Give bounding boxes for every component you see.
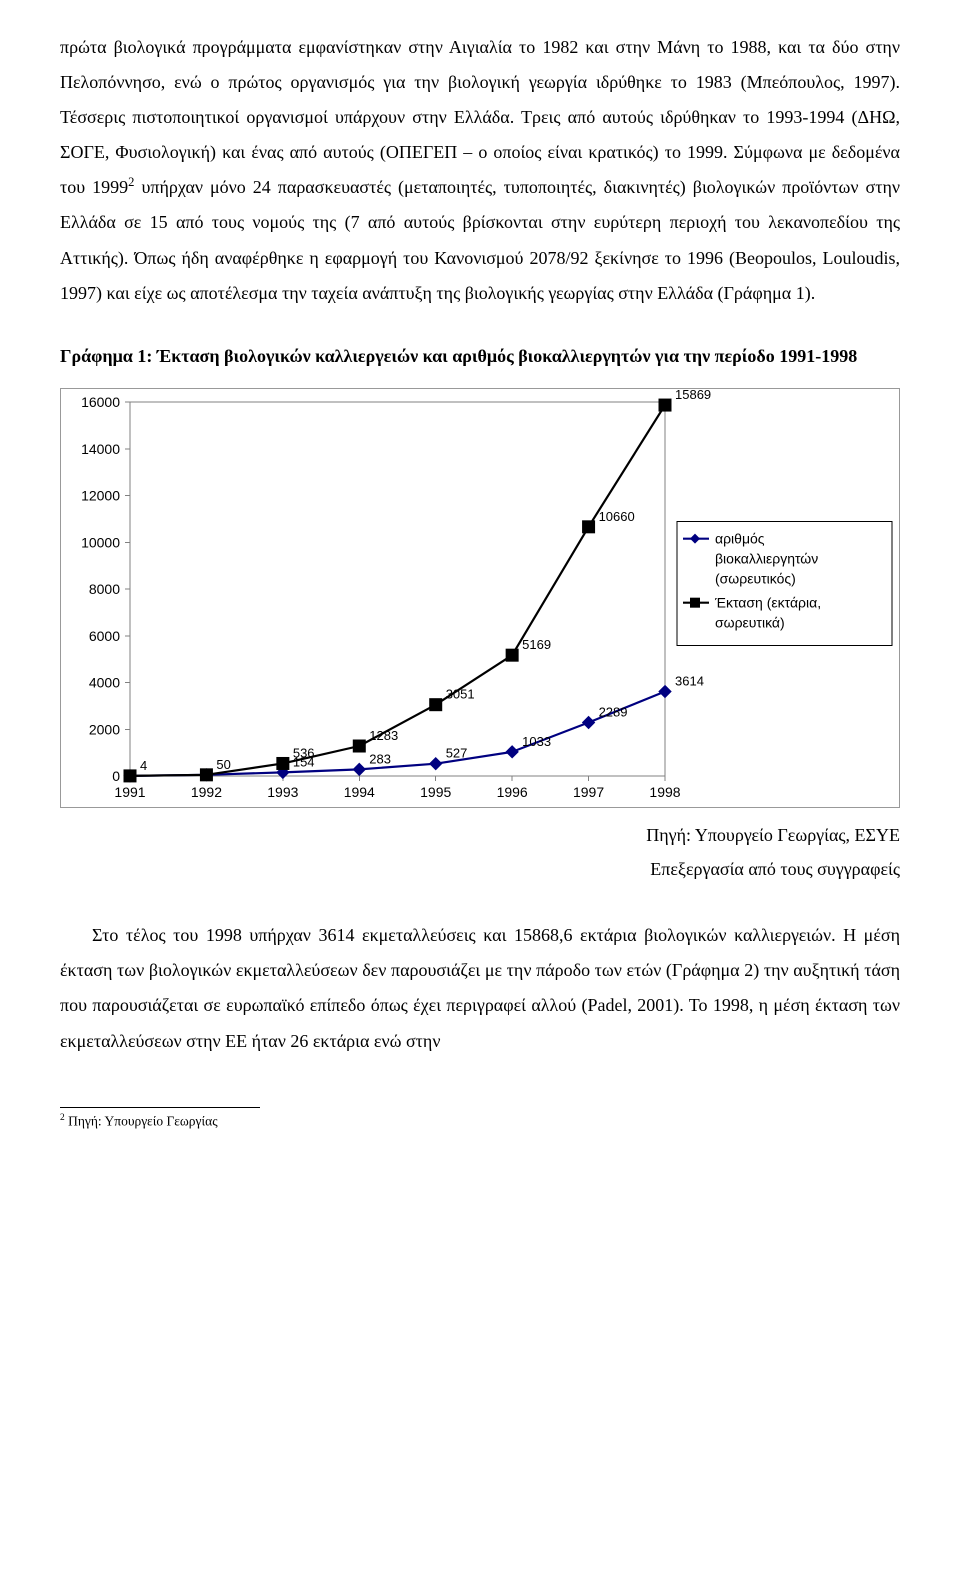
svg-text:536: 536 xyxy=(293,745,315,760)
svg-text:16000: 16000 xyxy=(81,394,120,410)
svg-text:1283: 1283 xyxy=(369,728,398,743)
svg-text:14000: 14000 xyxy=(81,441,120,457)
svg-text:4: 4 xyxy=(140,758,147,773)
chart-source: Πηγή: Υπουργείο Γεωργίας, ΕΣΥΕ Επεξεργασ… xyxy=(60,818,900,886)
svg-text:1991: 1991 xyxy=(114,784,145,800)
source-line-1: Πηγή: Υπουργείο Γεωργίας, ΕΣΥΕ xyxy=(60,818,900,852)
svg-text:1998: 1998 xyxy=(649,784,680,800)
svg-text:283: 283 xyxy=(369,751,391,766)
svg-text:Έκταση (εκτάρια,: Έκταση (εκτάρια, xyxy=(714,595,821,611)
svg-text:10000: 10000 xyxy=(81,534,120,550)
svg-text:σωρευτικά): σωρευτικά) xyxy=(715,615,785,631)
svg-text:αριθμός: αριθμός xyxy=(715,531,765,547)
svg-text:2289: 2289 xyxy=(599,704,628,719)
svg-text:1993: 1993 xyxy=(267,784,298,800)
svg-text:5169: 5169 xyxy=(522,637,551,652)
svg-text:4000: 4000 xyxy=(89,674,120,690)
svg-text:12000: 12000 xyxy=(81,487,120,503)
line-chart: 0 2000 4000 6000 8000 10000 12000 14000 16000 199… xyxy=(60,388,900,808)
svg-text:50: 50 xyxy=(216,757,230,772)
footnote-rule xyxy=(60,1107,260,1108)
svg-text:527: 527 xyxy=(446,746,468,761)
svg-text:15869: 15869 xyxy=(675,388,711,402)
paragraph-1a: πρώτα βιολογικά προγράμματα εμφανίστηκαν… xyxy=(60,37,900,197)
chart-title: Γράφημα 1: Έκταση βιολογικών καλλιεργειώ… xyxy=(60,339,900,374)
source-line-2: Επεξεργασία από τους συγγραφείς xyxy=(60,852,900,886)
svg-text:10660: 10660 xyxy=(599,509,635,524)
svg-text:βιοκαλλιεργητών: βιοκαλλιεργητών xyxy=(715,551,818,567)
footnote-text: Πηγή: Υπουργείο Γεωργίας xyxy=(65,1113,218,1128)
svg-text:3614: 3614 xyxy=(675,673,704,688)
svg-text:1997: 1997 xyxy=(573,784,604,800)
svg-text:1996: 1996 xyxy=(497,784,528,800)
svg-text:2000: 2000 xyxy=(89,721,120,737)
chart-container: 0 2000 4000 6000 8000 10000 12000 14000 16000 199… xyxy=(60,388,900,808)
paragraph-1b: υπήρχαν μόνο 24 παρασκευαστές (μεταποιητ… xyxy=(60,177,900,302)
svg-text:1992: 1992 xyxy=(191,784,222,800)
svg-text:1995: 1995 xyxy=(420,784,451,800)
paragraph-1: πρώτα βιολογικά προγράμματα εμφανίστηκαν… xyxy=(60,30,900,311)
svg-text:1033: 1033 xyxy=(522,734,551,749)
svg-text:6000: 6000 xyxy=(89,628,120,644)
footnote: 2 Πηγή: Υπουργείο Γεωργίας xyxy=(60,1112,900,1130)
svg-text:0: 0 xyxy=(112,768,120,784)
paragraph-2: Στο τέλος του 1998 υπήρχαν 3614 εκμεταλλ… xyxy=(60,918,900,1058)
svg-text:8000: 8000 xyxy=(89,581,120,597)
svg-text:1994: 1994 xyxy=(344,784,375,800)
svg-text:(σωρευτικός): (σωρευτικός) xyxy=(715,571,796,587)
svg-text:3051: 3051 xyxy=(446,687,475,702)
